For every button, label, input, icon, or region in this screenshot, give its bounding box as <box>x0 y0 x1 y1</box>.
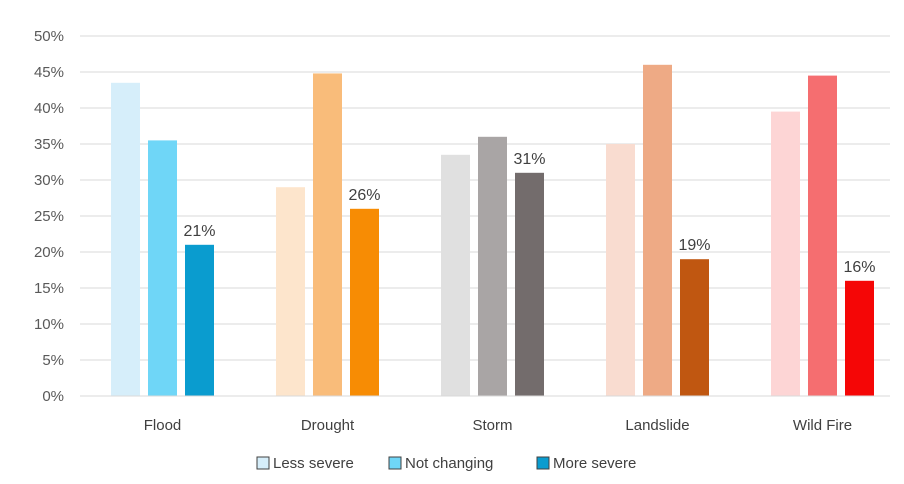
bar-drought-not-changing <box>313 73 342 396</box>
bar-drought-less-severe <box>276 187 305 396</box>
bar-storm-less-severe <box>441 154 470 396</box>
bar-drought-more-severe <box>350 208 379 396</box>
bar-wild-fire-more-severe <box>845 280 874 396</box>
y-tick-label: 0% <box>42 388 64 405</box>
y-tick-label: 25% <box>34 208 64 225</box>
y-tick-label: 15% <box>34 280 64 297</box>
bar-flood-less-severe <box>111 82 140 397</box>
y-tick-label: 40% <box>34 100 64 117</box>
legend-swatch <box>256 456 270 470</box>
bar-landslide-less-severe <box>606 144 635 396</box>
bar-storm-more-severe <box>515 172 544 396</box>
legend: Less severe Not changing More severe <box>256 455 636 472</box>
data-label: 26% <box>348 187 380 204</box>
data-label: 19% <box>678 237 710 254</box>
data-label: 21% <box>183 223 215 240</box>
bar-landslide-more-severe <box>680 259 709 396</box>
y-tick-label: 30% <box>34 172 64 189</box>
y-tick-label: 20% <box>34 244 64 261</box>
bar-landslide-not-changing <box>643 64 672 397</box>
bar-flood-more-severe <box>185 244 214 396</box>
y-tick-label: 35% <box>34 136 64 153</box>
legend-label: More severe <box>553 455 636 472</box>
category-label: Landslide <box>625 417 689 434</box>
data-label: 16% <box>843 259 875 276</box>
y-tick-label: 5% <box>42 352 64 369</box>
category-label: Drought <box>301 417 355 434</box>
y-axis-tick-labels: 0% 5% 10% 15% 20% 25% 30% 35% 40% 45% 50% <box>34 28 64 405</box>
y-tick-label: 10% <box>34 316 64 333</box>
y-tick-label: 45% <box>34 64 64 81</box>
bar-wild-fire-less-severe <box>771 111 800 396</box>
bar-flood-not-changing <box>148 140 177 396</box>
bar-wild-fire-not-changing <box>808 75 837 396</box>
legend-label: Less severe <box>273 455 354 472</box>
category-labels: Flood Drought Storm Landslide Wild Fire <box>144 417 852 434</box>
legend-swatch <box>388 456 402 470</box>
bars <box>111 64 874 397</box>
legend-label: Not changing <box>405 455 493 472</box>
legend-swatch <box>536 456 550 470</box>
bar-storm-not-changing <box>478 136 507 397</box>
y-tick-label: 50% <box>34 28 64 45</box>
category-label: Wild Fire <box>793 417 852 434</box>
category-label: Flood <box>144 417 182 434</box>
category-label: Storm <box>472 417 512 434</box>
data-labels: 21% 26% 31% 19% 16% <box>183 151 875 276</box>
data-label: 31% <box>513 151 545 168</box>
